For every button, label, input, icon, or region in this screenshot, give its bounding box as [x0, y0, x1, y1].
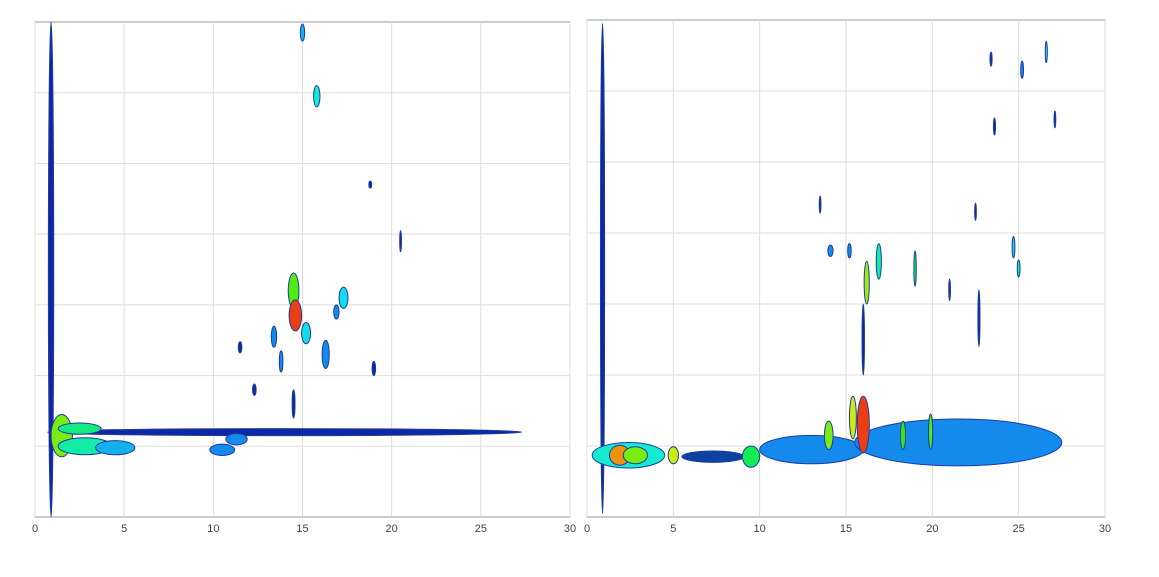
contour-blob [823, 420, 834, 451]
contour-blob [913, 250, 917, 287]
contour-blob [741, 445, 761, 468]
contour-blob [288, 299, 303, 332]
contour-blob [759, 434, 864, 465]
x-tick-label: 15 [840, 523, 852, 535]
contour-blob [1053, 110, 1057, 129]
x-tick-label: 20 [386, 523, 398, 535]
x-tick-label: 10 [754, 523, 766, 535]
contour-blob [1020, 60, 1025, 79]
contour-blob [209, 443, 236, 456]
contour-blob [863, 260, 870, 305]
contour-blob [252, 383, 257, 396]
contour-blob [1044, 40, 1048, 64]
x-tick-label: 5 [121, 523, 127, 535]
contour-blob [95, 440, 136, 456]
x-tick-label: 0 [32, 523, 38, 535]
contour-blob [854, 418, 1063, 467]
contour-blob [278, 350, 284, 373]
contour-blob [974, 202, 977, 221]
contour-blob [47, 21, 55, 518]
contour-blob [622, 446, 648, 465]
x-tick-label: 5 [670, 523, 676, 535]
contour-blob [333, 304, 340, 320]
contour-blob [1016, 259, 1021, 278]
contour-blob [977, 289, 981, 348]
contour-blob [301, 322, 312, 345]
contour-blob [989, 51, 993, 67]
contour-blob [338, 286, 349, 309]
contour-blob [992, 117, 997, 136]
contour-blob [399, 230, 402, 253]
contour-blob [321, 339, 330, 370]
contour-blob [856, 395, 870, 454]
contour-blob [848, 395, 857, 440]
contour-blob [368, 180, 373, 189]
contour-blob [291, 389, 296, 419]
x-tick-label: 25 [475, 523, 487, 535]
x-tick-label: 15 [296, 523, 308, 535]
contour-blob [299, 23, 306, 42]
contour-blob [861, 303, 865, 376]
contour-blob [847, 243, 852, 259]
contour-blob [928, 413, 934, 451]
contour-blob [1011, 236, 1016, 259]
x-tick-label: 30 [1099, 523, 1111, 535]
contour-blob [818, 195, 822, 214]
contour-blob [681, 450, 745, 463]
x-tick-label: 30 [564, 523, 576, 535]
contour-blob [948, 278, 951, 301]
contour-blob [599, 23, 606, 514]
contour-blob [667, 446, 680, 465]
contour-blob [827, 244, 834, 257]
contour-blob [270, 325, 278, 348]
contour-blob [899, 420, 907, 451]
x-tick-label: 20 [926, 523, 938, 535]
x-tick-label: 10 [207, 523, 219, 535]
contour-blob [225, 433, 248, 446]
contour-blob [313, 85, 321, 108]
contour-blob [46, 428, 523, 437]
contour-blob [57, 422, 102, 435]
x-tick-label: 25 [1013, 523, 1025, 535]
contour-blob [875, 243, 882, 280]
contour-blob [237, 341, 243, 354]
contour-blob [371, 360, 377, 377]
x-tick-label: 0 [584, 523, 590, 535]
